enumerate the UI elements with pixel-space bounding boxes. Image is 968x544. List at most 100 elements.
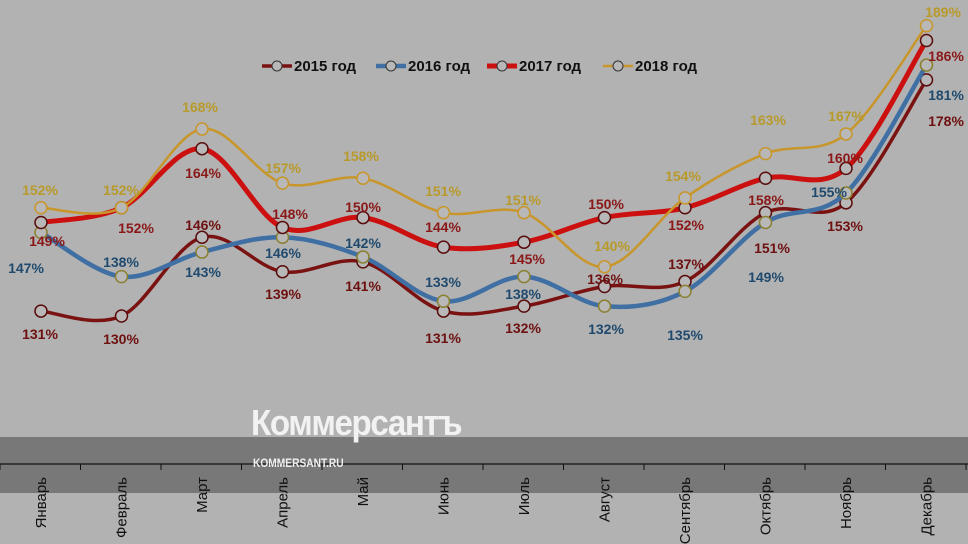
data-point — [839, 161, 853, 176]
data-point — [517, 235, 531, 249]
data-point — [436, 205, 451, 220]
data-point — [34, 215, 48, 230]
data-label: 178% — [928, 113, 964, 129]
data-label: 136% — [587, 271, 623, 287]
data-point — [114, 269, 129, 284]
data-point — [597, 260, 612, 274]
data-point — [758, 146, 773, 161]
data-label: 167% — [828, 108, 864, 124]
data-point — [356, 171, 370, 185]
data-label: 144% — [425, 219, 461, 235]
x-tick-label: Ноябрь — [838, 477, 855, 529]
data-point — [356, 210, 370, 225]
data-label: 181% — [928, 87, 964, 103]
data-point — [919, 18, 934, 33]
data-label: 152% — [118, 220, 154, 236]
data-label: 135% — [667, 327, 703, 343]
data-label: 163% — [750, 112, 786, 128]
data-point — [758, 215, 773, 230]
data-label: 153% — [827, 218, 863, 234]
data-point — [758, 171, 773, 185]
series-line — [40, 78, 928, 323]
series-2017-год — [34, 33, 934, 254]
data-label: 150% — [588, 196, 624, 212]
data-point — [517, 269, 531, 284]
data-label: 146% — [185, 217, 221, 233]
data-label: 148% — [272, 206, 308, 222]
data-label: 149% — [29, 233, 65, 249]
data-point — [517, 205, 531, 220]
data-label: 141% — [345, 278, 381, 294]
data-point — [195, 141, 209, 156]
data-point — [919, 33, 934, 48]
data-point — [597, 279, 612, 294]
data-label: 142% — [345, 235, 381, 251]
data-label: 149% — [748, 269, 784, 285]
data-label: 152% — [22, 182, 58, 198]
series-2018-год — [34, 18, 934, 274]
x-tick-label: Июнь — [436, 477, 453, 515]
x-tick-label: Июль — [516, 477, 533, 515]
data-label: 152% — [668, 217, 704, 233]
data-point — [114, 201, 129, 215]
data-label: 155% — [811, 184, 847, 200]
data-point — [678, 191, 692, 205]
series-2016-год — [34, 58, 934, 313]
legend: 2015 год 2016 год 2017 год 2018 год — [262, 58, 698, 75]
series-group — [34, 18, 934, 323]
data-label: 146% — [265, 245, 301, 261]
data-label: 132% — [505, 320, 541, 336]
data-label: 140% — [594, 238, 630, 254]
legend-label: 2016 год — [408, 58, 471, 75]
x-tick-label: Декабрь — [919, 477, 936, 536]
data-label: 138% — [505, 286, 541, 302]
data-point — [678, 284, 692, 299]
data-point — [275, 176, 290, 190]
data-label: 131% — [425, 330, 461, 346]
x-tick-label: Январь — [33, 477, 50, 529]
data-point — [275, 264, 290, 279]
data-label: 158% — [748, 192, 784, 208]
data-label: 131% — [22, 326, 58, 342]
x-tick-label: Август — [597, 477, 614, 522]
data-point — [517, 299, 531, 313]
data-label: 160% — [827, 150, 863, 166]
data-label: 133% — [425, 274, 461, 290]
x-axis: Январь Февраль Март Апрель Май Июнь Июль Август… — [0, 463, 968, 544]
data-label: 139% — [265, 286, 301, 302]
data-label: 143% — [185, 264, 221, 280]
legend-label: 2018 год — [635, 58, 698, 75]
x-tick-label: Май — [355, 477, 372, 506]
watermark-site: KOMMERSANT.RU — [253, 456, 344, 470]
x-tick-label: Апрель — [275, 477, 292, 528]
data-point — [114, 309, 129, 323]
data-label: 132% — [588, 321, 624, 337]
data-label: 168% — [182, 99, 218, 115]
legend-marker — [612, 60, 624, 72]
series-2015-год — [34, 73, 934, 323]
data-point — [839, 127, 853, 141]
x-tick-label: Сентябрь — [677, 477, 694, 544]
data-label: 138% — [103, 254, 139, 270]
data-point — [34, 304, 48, 318]
data-point — [34, 201, 48, 215]
data-label: 158% — [343, 148, 379, 164]
x-tick-label: Октябрь — [758, 477, 775, 535]
legend-marker — [271, 60, 283, 72]
data-label: 151% — [425, 183, 461, 199]
data-point — [356, 250, 370, 264]
data-label: 151% — [754, 240, 790, 256]
data-label: 150% — [345, 199, 381, 215]
data-label: 152% — [103, 182, 139, 198]
legend-marker — [496, 60, 508, 72]
data-label: 147% — [8, 260, 44, 276]
data-point — [195, 245, 209, 259]
watermark-logo: Коммерсантъ — [251, 402, 462, 443]
data-label: 151% — [505, 192, 541, 208]
data-point — [919, 58, 934, 72]
x-tick-label: Февраль — [114, 477, 131, 538]
data-label: 189% — [925, 4, 961, 20]
data-point — [597, 299, 612, 313]
legend-marker — [385, 60, 397, 72]
